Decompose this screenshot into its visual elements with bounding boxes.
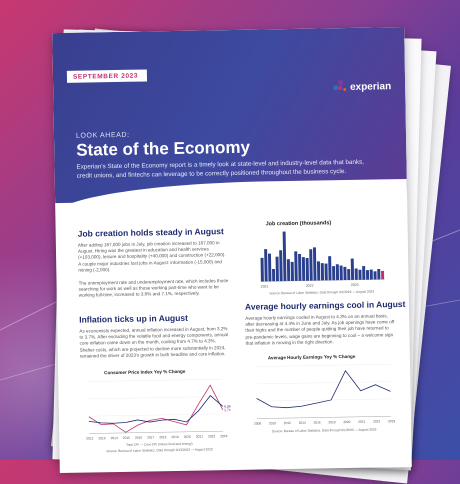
earnings-line-chart: 2008 2010 2012 2014 2016 2018 2020 2021 2022 2023 [254,364,395,426]
series-line [88,384,224,433]
jobs-bar [377,268,381,280]
x-tick-label: 2018 [328,420,335,424]
x-tick-label: 2022 [208,434,215,438]
jobs-bar [309,249,313,281]
jobs-bar [282,231,287,282]
inflation-heading: Inflation ticks up in August [79,312,189,325]
x-tick-label: 2023 [220,434,227,438]
jobs-bar [264,249,268,282]
jobs-bar [312,247,317,281]
x-tick-label: 2012 [86,436,93,440]
jobs-chart-title: Job creation (thousands) [265,220,332,228]
jobs-bar [260,257,264,282]
x-tick-label: 2022 [373,419,380,423]
jobs-heading: Job creation holds steady in August [77,226,224,239]
x-tick-label: 2021 [196,435,203,439]
x-tick-label: 2020 [184,435,191,439]
gridline [88,396,223,400]
cpi-chart-legend: Total CPI — Core CPI (minus food and ene… [126,441,193,447]
jobs-bar [279,250,283,282]
jobs-bar [369,269,373,280]
x-tick-label: 2019 [171,435,178,439]
jobs-chart-source: Source: Bureau of Labor Statistics. Data… [269,289,375,296]
jobs-bar [298,253,302,281]
jobs-para-1: After adding 187,000 jobs in July, job c… [77,240,226,273]
x-tick-label: 2016 [314,420,321,424]
x-tick-label: 2010 [269,421,276,425]
report-cover-page: SEPTEMBER 2023 experian LOOK AHEAD: Stat… [52,26,412,474]
x-tick-label: 2014 [111,436,118,440]
x-tick-label: 2023 [388,419,395,423]
x-tick-label: 2016 [135,436,142,440]
earnings-chart-title: Average Hourly Earnings Yoy % Change [267,353,356,361]
jobs-bar [350,258,355,280]
x-axis [256,416,391,419]
date-label: SEPTEMBER 2023 [66,69,148,83]
earnings-heading: Average hourly earnings cool in August [244,298,406,312]
x-tick-label: 2020 [343,420,350,424]
gridline [88,413,223,417]
jobs-bar [294,251,298,281]
cpi-chart-source: Source: Bureau of Labor Statistics. Data… [106,447,213,454]
gridline [88,379,223,382]
jobs-bar [381,270,385,280]
earnings-para: Average hourly earnings cooled in August… [245,313,395,346]
series-line [88,394,223,424]
inflation-para: As economists expected, annual inflation… [79,326,229,359]
jobs-bar [354,268,358,280]
end-value-label: 3.7% [224,408,232,412]
x-tick-label: 2017 [147,435,154,439]
jobs-bar [275,256,279,282]
jobs-bar [335,264,340,281]
x-axis [89,430,224,434]
experian-logo: experian [332,79,392,94]
jobs-para-2: The unemployment rate and underemploymen… [78,278,229,299]
series-line [256,370,391,409]
jobs-bar [358,269,362,280]
jobs-tick-label: 2021 [261,284,269,288]
x-tick-label: 2008 [254,422,261,426]
jobs-bar [316,261,321,281]
gridline [256,398,391,402]
cpi-chart-title: Consumer Price Index Yoy % Change [104,368,186,376]
brand-name: experian [349,80,392,93]
jobs-tick-label: 2023 [351,283,359,287]
x-tick-label: 2012 [284,421,291,425]
jobs-bar [267,253,272,282]
jobs-bar-chart: 2021 2022 2023 [260,231,385,289]
jobs-bar [365,270,370,280]
jobs-bar [328,256,332,281]
jobs-bar [286,259,291,282]
x-tick-label: 2014 [299,421,306,425]
jobs-bar [343,266,347,281]
x-tick-label: 2018 [159,435,166,439]
jobs-bar [272,268,276,282]
jobs-bar [305,257,309,281]
jobs-bar [301,257,306,281]
jobs-bar [347,269,351,280]
jobs-bar [373,271,377,280]
gridline [256,381,391,385]
jobs-bar [290,261,294,281]
end-value-label: 4.3% [224,405,232,409]
page-title: State of the Economy [76,137,251,160]
cpi-line-chart: 3.7%4.3% 2012 2013 2014 2015 2016 2017 2018 2019… [86,379,232,441]
jobs-bar [339,265,343,281]
jobs-tick-label: 2022 [306,284,314,288]
jobs-bar [332,266,336,281]
jobs-bar [320,263,325,281]
x-tick-label: 2013 [98,436,105,440]
experian-logo-icon [332,80,347,94]
kicker: LOOK AHEAD: [75,131,130,140]
gridline [256,364,391,367]
x-tick-label: 2021 [358,420,365,424]
jobs-bar [362,266,366,280]
jobs-bar [324,263,328,281]
earnings-chart-source: Source: Bureau of Labor Statistics. Data… [271,427,377,434]
x-tick-label: 2015 [123,436,130,440]
